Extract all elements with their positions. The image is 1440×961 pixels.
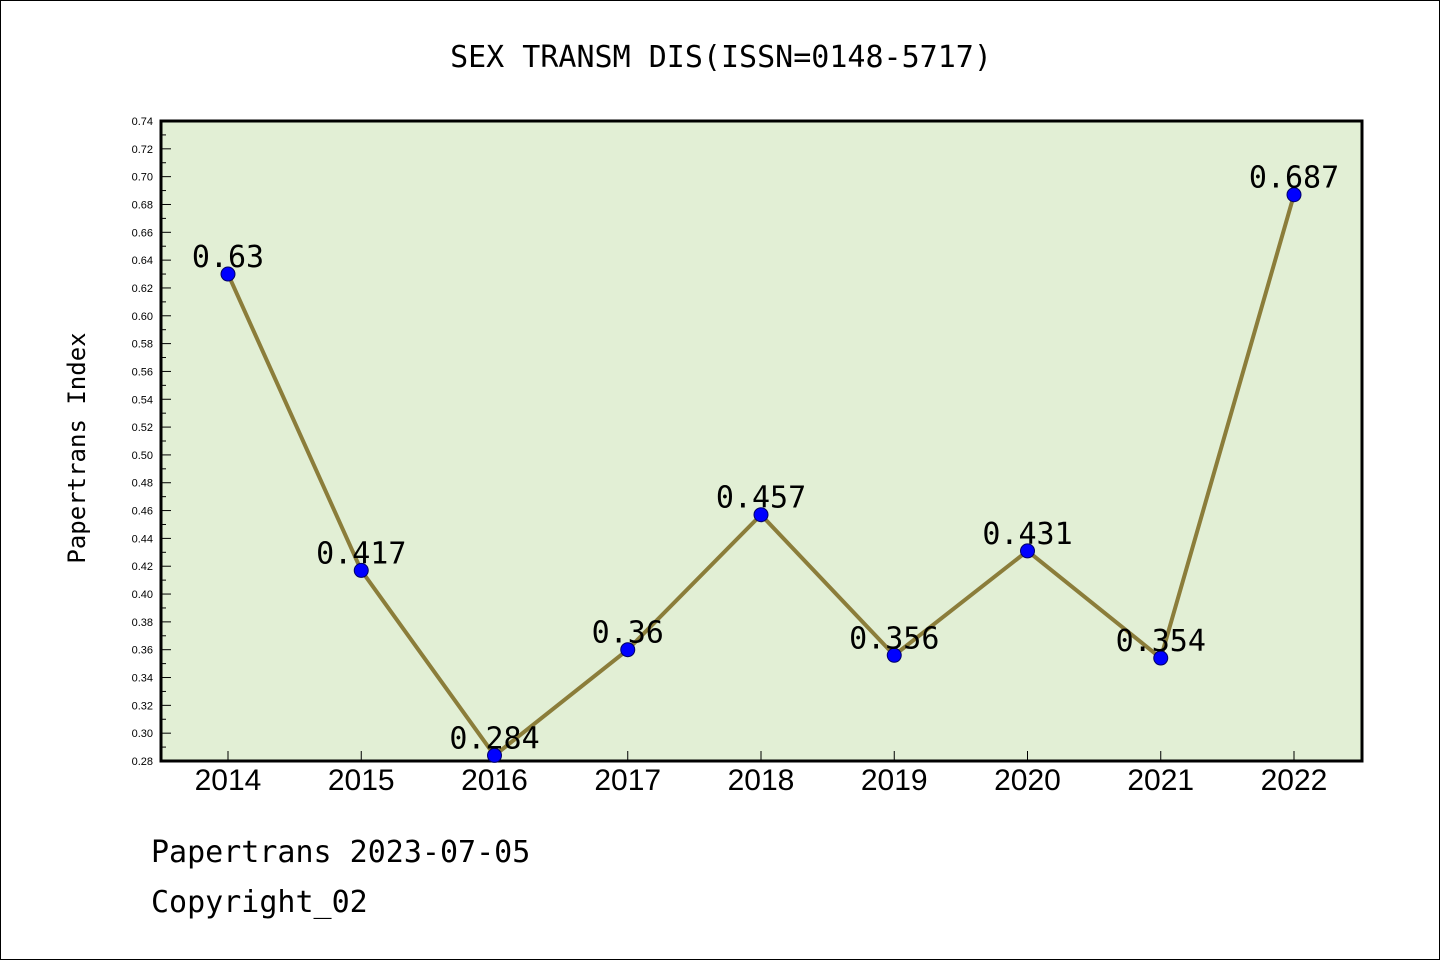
x-tick-label: 2020 [994,764,1061,797]
data-point [1286,187,1302,203]
x-axis: 2014 2015 2016 2017 2018 2019 2020 2021 2022 [195,751,1328,797]
y-tick-label: 0.48 [132,478,153,490]
chart-title: SEX TRANSM DIS(ISSN=0148-5717) [450,40,992,75]
y-tick-label: 0.32 [132,700,153,712]
x-tick-label: 2015 [328,764,395,797]
y-tick-label: 0.56 [132,366,153,378]
y-tick-label: 0.60 [132,311,153,323]
data-point [1020,543,1035,559]
y-tick-label: 0.62 [132,283,153,295]
data-label: 0.431 [982,517,1072,552]
data-point [487,747,502,763]
y-tick-label: 0.30 [132,728,153,740]
y-tick-label: 0.50 [132,450,153,462]
y-tick-label: 0.68 [132,199,153,211]
y-tick-label: 0.36 [132,645,153,657]
data-point [753,507,769,523]
data-label: 0.354 [1116,624,1206,659]
x-tick-label: 2016 [461,764,528,797]
series-group: 0.63 0.417 0.284 0.36 0.457 0.356 0.431 0.354 0.… [192,161,1339,763]
x-tick-label: 2022 [1261,764,1328,797]
y-tick-label: 0.52 [132,422,153,434]
x-tick-label: 2019 [861,764,928,797]
data-point [353,562,369,578]
y-tick-label: 0.46 [132,506,153,518]
y-tick-label: 0.44 [132,533,153,545]
data-point [620,642,636,658]
y-tick-label: 0.58 [132,339,153,351]
y-tick-label: 0.74 [132,116,153,128]
plot-area [159,119,1364,763]
data-label: 0.417 [316,536,406,571]
data-point [220,266,236,282]
y-tick-label: 0.40 [132,589,153,601]
data-label: 0.284 [449,721,539,756]
y-tick-label: 0.54 [132,394,153,406]
footer-date: Papertrans 2023-07-05 [151,835,531,870]
footer-copyright: Copyright_02 [151,885,368,920]
x-tick-label: 2018 [728,764,795,797]
data-label: 0.356 [849,621,939,656]
data-point [886,647,902,663]
y-axis: 0.28 0.30 0.32 0.34 0.36 0.38 0.40 0.42 0.44 0.46… [132,116,171,768]
y-axis-label: Papertrans Index [63,332,91,563]
data-label: 0.63 [192,240,264,275]
y-tick-label: 0.72 [132,144,153,156]
y-tick-label: 0.42 [132,561,153,573]
y-tick-label: 0.38 [132,617,153,629]
data-label: 0.457 [716,481,806,516]
y-tick-label: 0.28 [132,756,153,768]
x-tick-label: 2017 [594,764,661,797]
x-tick-label: 2014 [195,764,262,797]
y-tick-label: 0.34 [132,673,153,685]
data-label: 0.687 [1249,161,1339,196]
x-tick-label: 2021 [1127,764,1194,797]
y-tick-label: 0.70 [132,172,153,184]
y-tick-label: 0.66 [132,227,153,239]
data-label: 0.36 [592,616,664,651]
data-point [1153,650,1169,666]
y-tick-label: 0.64 [132,255,153,267]
